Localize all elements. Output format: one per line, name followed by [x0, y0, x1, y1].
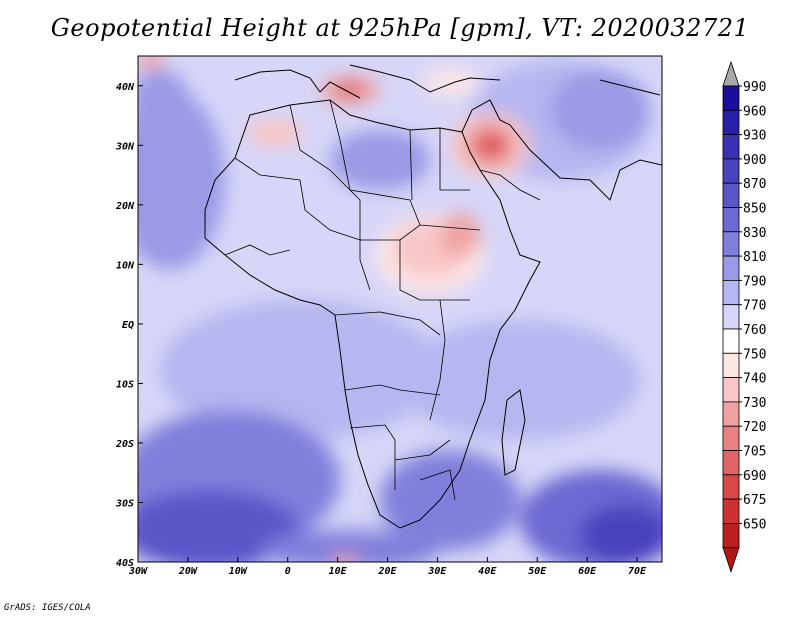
- x-axis: 30W 20W 10W 0 10E 20E 30E 40E 50E 60E 70E: [128, 557, 647, 577]
- colorbar-label: 760: [743, 323, 766, 338]
- y-tick-label: 20S: [115, 439, 134, 450]
- colorbar-swatch: [722, 304, 740, 330]
- colorbar-label: 830: [743, 226, 766, 241]
- colorbar-label: 740: [743, 372, 766, 387]
- colorbar-label: 990: [743, 80, 766, 95]
- colorbar-swatch: [722, 352, 740, 378]
- colorbar-label: 810: [743, 250, 766, 265]
- colorbar-label: 870: [743, 177, 766, 192]
- colorbar-label: 770: [743, 299, 766, 314]
- colorbar-swatch: [722, 182, 740, 208]
- colorbar-swatch: [722, 328, 740, 354]
- colorbar-swatch: [722, 85, 740, 111]
- x-tick-label: 10E: [329, 566, 348, 577]
- colorbar-swatch: [722, 401, 740, 427]
- coastlines: [204, 64, 662, 529]
- colorbar-swatch: [722, 377, 740, 403]
- map-title: Geopotential Height at 925hPa [gpm], VT:…: [50, 14, 750, 42]
- colorbar-swatch: [722, 498, 740, 524]
- colorbar-label: 690: [743, 469, 766, 484]
- colorbar-label: 850: [743, 202, 766, 217]
- colorbar-swatch: [722, 450, 740, 476]
- y-tick-label: EQ: [122, 320, 134, 331]
- colorbar-label: 790: [743, 274, 766, 289]
- map-frame: [137, 55, 663, 563]
- colorbar-under-triangle: [722, 547, 740, 573]
- colorbar-swatch: [722, 279, 740, 306]
- colorbar-swatch: [722, 207, 740, 233]
- footer-credit: GrADS: IGES/COLA: [4, 603, 91, 613]
- colorbar-swatch: [722, 523, 740, 549]
- x-tick-label: 20E: [377, 566, 397, 577]
- y-tick-label: 40N: [116, 82, 135, 93]
- colorbar-label: 675: [743, 493, 766, 508]
- colorbar-swatch: [722, 158, 740, 184]
- x-tick-label: 10W: [229, 566, 248, 577]
- x-tick-label: 30E: [427, 566, 447, 577]
- x-tick-label: 20W: [178, 566, 198, 577]
- x-tick-label: 40E: [478, 566, 497, 577]
- y-tick-label: 10N: [116, 260, 135, 271]
- y-axis: 40N 30N 20N 10N EQ 10S 20S 30S 40S: [115, 82, 143, 569]
- y-tick-label: 10S: [116, 379, 134, 390]
- y-tick-label: 30N: [115, 141, 135, 152]
- colorbar-swatch: [722, 425, 740, 451]
- colorbar-swatch: [722, 474, 740, 500]
- y-tick-label: 20N: [115, 201, 135, 212]
- country-borders: [224, 99, 541, 501]
- colorbar-swatch: [722, 231, 740, 257]
- colorbar-swatch: [722, 109, 740, 136]
- colorbar-label: 960: [743, 104, 766, 119]
- colorbar-label: 750: [743, 347, 766, 362]
- x-tick-label: 30W: [128, 566, 148, 577]
- x-tick-label: 60E: [578, 566, 597, 577]
- colorbar-label: 930: [743, 129, 766, 144]
- colorbar-label: 730: [743, 396, 766, 411]
- colorbar-swatch: [722, 255, 740, 281]
- y-tick-label: 30S: [115, 498, 134, 509]
- colorbar-over-triangle: [722, 60, 740, 87]
- x-tick-label: 70E: [628, 566, 647, 577]
- colorbar-swatch: [722, 134, 740, 160]
- x-tick-label: 0: [285, 566, 291, 577]
- y-tick-label: 40S: [116, 558, 134, 569]
- colorbar: 990 960 930 900 870 850 830 810 790 770 760 750 740 7…: [722, 60, 766, 573]
- colorbar-label: 900: [743, 153, 766, 168]
- x-tick-label: 50E: [528, 566, 547, 577]
- colorbar-label: 650: [743, 517, 766, 532]
- geopotential-field: [138, 56, 662, 562]
- colorbar-label: 720: [743, 420, 766, 435]
- colorbar-label: 705: [743, 445, 766, 460]
